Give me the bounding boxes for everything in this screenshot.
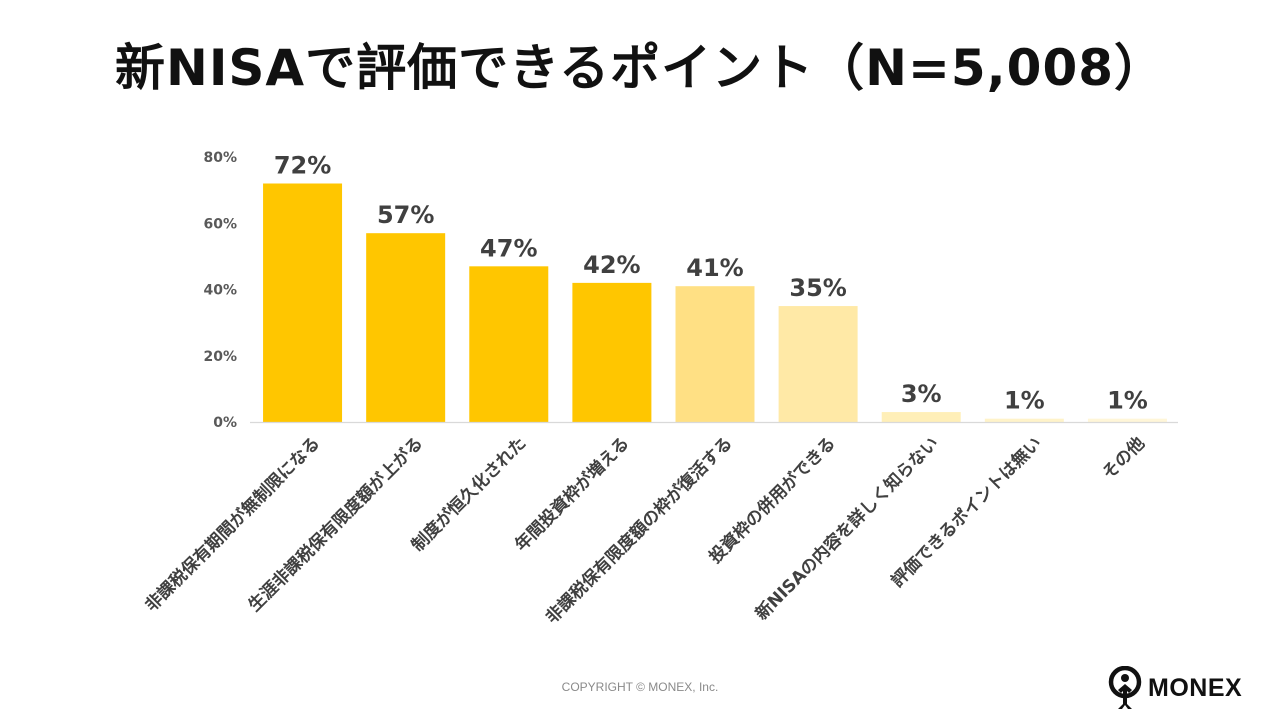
data-label: 1% xyxy=(1004,387,1045,415)
bar xyxy=(778,306,858,422)
monex-logo: MONEX xyxy=(1108,664,1242,712)
bar xyxy=(263,183,343,422)
y-axis: 0% 20% 40% 60% 80% xyxy=(203,150,237,431)
bar xyxy=(366,233,446,422)
bars xyxy=(263,183,1167,422)
x-tick-label: 年間投資枠が増える xyxy=(511,433,634,556)
x-tick-label: 生涯非課税保有限度額が上がる xyxy=(244,433,427,616)
data-label: 1% xyxy=(1107,387,1148,415)
bar xyxy=(1087,418,1167,422)
x-tick-label: 制度が恒久化された xyxy=(407,433,530,556)
data-label: 57% xyxy=(377,201,434,229)
data-label: 35% xyxy=(789,274,846,302)
y-tick-label: 60% xyxy=(203,216,237,232)
y-tick-label: 0% xyxy=(213,415,237,431)
x-tick-label: 非課税保有期間が無制限になる xyxy=(141,433,324,616)
logo-text: MONEX xyxy=(1148,673,1243,702)
data-label: 47% xyxy=(480,234,537,262)
chart-title: 新NISAで評価できるポイント（N=5,008） xyxy=(114,39,1166,97)
y-tick-label: 80% xyxy=(203,150,237,166)
x-tick-label: 新NISAの内容を詳しく知らない xyxy=(751,433,943,625)
monex-figure-icon xyxy=(1108,666,1142,709)
bar xyxy=(881,412,961,422)
y-tick-label: 40% xyxy=(203,283,237,299)
data-labels: 72% 57% 47% 42% 41% 35% 3% 1% 1% xyxy=(274,152,1148,415)
bar xyxy=(675,286,755,422)
data-label: 72% xyxy=(274,152,331,180)
data-label: 42% xyxy=(583,251,640,279)
bar xyxy=(469,266,549,422)
data-label: 41% xyxy=(686,254,743,282)
x-axis-labels: 非課税保有期間が無制限になる生涯非課税保有限度額が上がる制度が恒久化された年間投… xyxy=(141,433,1149,628)
x-tick-label: 非課税保有限度額の枠が復活する xyxy=(541,433,736,628)
copyright-text: COPYRIGHT © MONEX, Inc. xyxy=(561,680,719,694)
y-tick-label: 20% xyxy=(203,349,237,365)
bar xyxy=(572,282,652,422)
x-tick-label: その他 xyxy=(1098,433,1149,484)
bar xyxy=(984,418,1064,422)
data-label: 3% xyxy=(901,380,942,408)
